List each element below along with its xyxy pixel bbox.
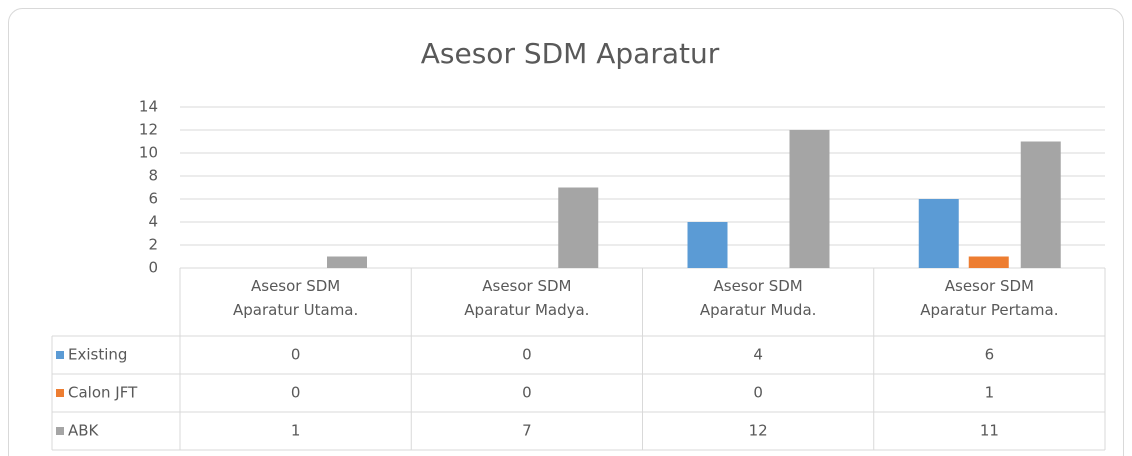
table-value: 12 (749, 422, 768, 440)
y-tick-label: 4 (148, 213, 158, 231)
y-tick-label: 14 (139, 98, 158, 116)
legend-label: ABK (68, 422, 100, 440)
bar (968, 256, 1009, 268)
bar (687, 222, 728, 268)
legend-label: Existing (68, 346, 127, 364)
x-tick-label: Asesor SDM Aparatur Pertama. (920, 277, 1059, 319)
y-tick-label: 6 (148, 190, 158, 208)
legend-label: Calon JFT (68, 384, 138, 402)
x-tick-label: Asesor SDM Aparatur Madya. (464, 277, 590, 319)
y-tick-label: 10 (139, 144, 158, 162)
chart-title: Asesor SDM Aparatur (421, 37, 720, 70)
x-tick-label: Asesor SDM Aparatur Muda. (699, 277, 817, 319)
table-value: 4 (753, 346, 763, 364)
table-value: 0 (753, 384, 763, 402)
x-tick-label: Asesor SDM Aparatur Utama. (232, 277, 359, 319)
bar (918, 199, 959, 268)
y-tick-label: 12 (139, 121, 158, 139)
table-value: 11 (980, 422, 999, 440)
table-value: 1 (291, 422, 301, 440)
table-value: 0 (522, 384, 532, 402)
bar (327, 256, 367, 268)
table-value: 0 (291, 346, 301, 364)
legend-key (56, 427, 64, 435)
table-value: 0 (522, 346, 532, 364)
y-tick-label: 0 (148, 259, 158, 277)
y-tick-label: 2 (148, 236, 158, 254)
bar (789, 130, 830, 268)
bar (1020, 141, 1061, 268)
bar (558, 187, 599, 268)
table-value: 0 (291, 384, 301, 402)
table-value: 1 (985, 384, 995, 402)
table-value: 7 (522, 422, 532, 440)
y-tick-label: 8 (148, 167, 158, 185)
legend-key (56, 351, 64, 359)
table-value: 6 (985, 346, 995, 364)
legend-key (56, 389, 64, 397)
